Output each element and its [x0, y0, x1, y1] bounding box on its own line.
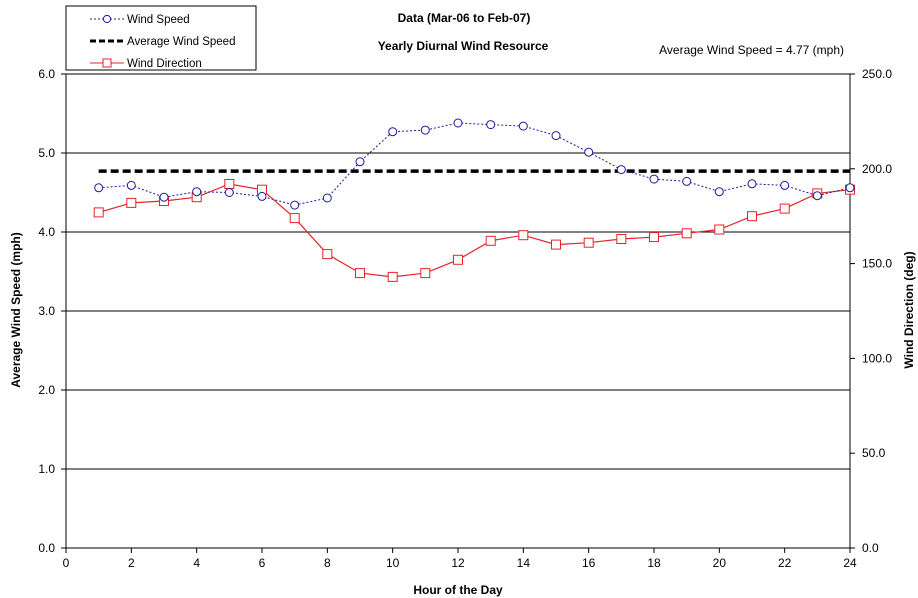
wind-speed-line: [98, 122, 851, 206]
chart-title: Data (Mar-06 to Feb-07): [398, 11, 531, 25]
x-tick-label: 8: [324, 556, 331, 570]
legend-item-average-wind-speed: Average Wind Speed: [90, 36, 235, 48]
wind-speed-point: [388, 127, 398, 137]
wind-direction-point: [289, 213, 300, 224]
wind-direction-point: [616, 234, 627, 244]
wind-speed-point: [159, 192, 169, 202]
y2-tick-label: 100.0: [862, 351, 892, 365]
legend-marker-wind-direction: [102, 58, 112, 68]
wind-speed-point: [486, 120, 496, 130]
x-tick-label: 20: [713, 556, 727, 570]
y2-tick-label: 150.0: [862, 257, 892, 271]
y-tick-label: 5.0: [38, 146, 55, 160]
x-tick-label: 12: [451, 556, 465, 570]
legend-marker-wind-speed: [102, 14, 112, 24]
wind-direction-point: [518, 230, 529, 241]
x-tick-label: 22: [778, 556, 792, 570]
y-axis-title: Average Wind Speed (mph): [9, 232, 23, 387]
wind-speed-point: [453, 118, 463, 128]
series: [93, 118, 855, 282]
wind-direction-point: [453, 254, 463, 265]
wind-direction-point: [93, 207, 104, 218]
legend-label-wind-direction: Wind Direction: [127, 58, 202, 70]
y2-tick-label: 250.0: [862, 67, 892, 81]
wind-speed-point: [714, 187, 724, 197]
wind-direction-point: [649, 232, 659, 243]
x-tick-label: 0: [63, 556, 70, 570]
average-annotation: Average Wind Speed = 4.77 (mph): [659, 43, 844, 57]
wind-direction-point: [126, 197, 137, 208]
wind-direction-line: [98, 183, 851, 278]
axes: 0 2 4 6 8 10 12 14 16 18 20 22 240.01.02.03.04.05.06…: [38, 67, 892, 570]
legend-label-average-wind-speed: Average Wind Speed: [127, 36, 235, 48]
legend-item-wind-speed: Wind Speed: [90, 14, 190, 26]
wind-speed-point: [224, 188, 234, 197]
y-tick-label: 2.0: [38, 383, 55, 397]
x-tick-label: 18: [647, 556, 661, 570]
wind-speed-point: [551, 131, 561, 141]
wind-direction-point: [583, 237, 594, 248]
wind-speed-point: [616, 165, 626, 175]
wind-speed-point: [126, 180, 136, 190]
legend-item-wind-direction: Wind Direction: [90, 58, 202, 70]
legend-label-wind-speed: Wind Speed: [127, 14, 190, 26]
legend-frame: [65, 5, 257, 71]
wind-speed-point: [518, 121, 528, 131]
wind-speed-point: [420, 125, 430, 135]
y2-tick-label: 200.0: [862, 162, 892, 176]
wind-speed-point: [94, 183, 104, 193]
wind-speed-point: [812, 191, 822, 201]
y2-tick-label: 50.0: [862, 446, 886, 460]
x-tick-label: 2: [128, 556, 135, 570]
x-tick-label: 14: [517, 556, 531, 570]
x-tick-label: 4: [193, 556, 200, 570]
y2-tick-label: 0.0: [862, 541, 879, 555]
wind-speed-point: [290, 200, 300, 210]
wind-speed-point: [584, 147, 594, 157]
wind-direction-point: [714, 224, 725, 235]
wind-direction-point: [224, 179, 235, 189]
wind-direction-point: [420, 268, 431, 279]
wind-direction-point: [681, 228, 692, 239]
x-tick-label: 24: [843, 556, 857, 570]
wind-direction-point: [355, 268, 365, 279]
wind-speed-point: [845, 183, 855, 193]
y-tick-label: 0.0: [38, 541, 55, 555]
legend: Wind Speed Average Wind Speed Wind Direc…: [65, 5, 257, 71]
x-tick-label: 10: [386, 556, 400, 570]
y-tick-label: 4.0: [38, 225, 55, 239]
x-tick-label: 6: [259, 556, 266, 570]
wind-speed-point: [322, 193, 332, 203]
y-tick-label: 3.0: [38, 304, 55, 318]
y-tick-label: 1.0: [38, 462, 55, 476]
wind-direction-point: [485, 235, 496, 246]
wind-speed-point: [257, 191, 267, 201]
wind-speed-point: [192, 187, 202, 197]
y-tick-label: 6.0: [38, 67, 55, 81]
wind-direction-point: [779, 203, 790, 214]
y2-axis-title: Wind Direction (deg): [902, 251, 916, 368]
x-axis-title: Hour of the Day: [413, 583, 503, 597]
gridlines: [66, 73, 850, 549]
wind-direction-point: [747, 211, 757, 222]
chart-subtitle: Yearly Diurnal Wind Resource: [378, 39, 549, 53]
wind-direction-point: [322, 249, 333, 260]
wind-direction-point: [551, 239, 561, 250]
wind-speed-point: [682, 176, 692, 186]
wind-speed-point: [649, 174, 659, 184]
wind-direction-point: [387, 271, 398, 282]
wind-speed-point: [355, 157, 365, 167]
wind-speed-point: [780, 180, 790, 190]
wind-speed-point: [747, 179, 757, 189]
x-tick-label: 16: [582, 556, 596, 570]
